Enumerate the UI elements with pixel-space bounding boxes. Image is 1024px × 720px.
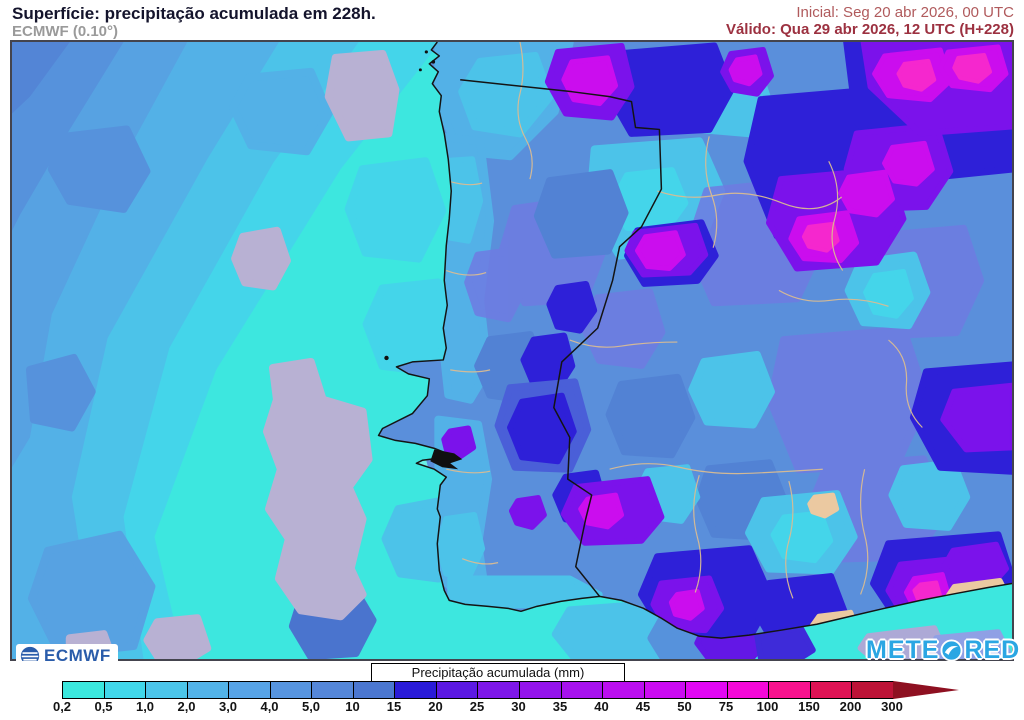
legend-segment	[353, 682, 396, 698]
legend-segment	[146, 682, 188, 698]
legend: Precipitação acumulada (mm) 0,2 0,5 1,0 2,0…	[0, 661, 1024, 720]
legend-tick-label: 100	[756, 699, 779, 714]
estuaries-islands	[384, 50, 463, 470]
legend-title: Precipitação acumulada (mm)	[371, 663, 625, 682]
precipitation-map	[10, 40, 1014, 661]
legend-segment	[478, 682, 521, 698]
land-precip-layer	[378, 42, 1012, 639]
legend-tick-label: 45	[635, 699, 651, 714]
legend-tick-label: 0,5	[94, 699, 113, 714]
legend-segment	[603, 682, 645, 698]
legend-segment	[769, 682, 811, 698]
legend-segment	[270, 682, 313, 698]
legend-tick-label: 3,0	[218, 699, 238, 714]
precipitation-map-svg	[12, 42, 1012, 659]
legend-tick-label: 200	[839, 699, 862, 714]
init-time-label: Inicial: Seg 20 abr 2026, 00 UTC	[796, 4, 1014, 21]
legend-tick-label: 2,0	[177, 699, 196, 714]
legend-tick-label: 300	[881, 699, 903, 714]
legend-tick-label: 15	[386, 699, 402, 714]
legend-tick-label: 40	[594, 699, 609, 714]
legend-segment	[436, 682, 479, 698]
legend-tick-label: 5,0	[301, 699, 321, 714]
legend-segment	[395, 682, 437, 698]
meteored-logo[interactable]: METE RED	[866, 636, 1020, 665]
legend-segment	[810, 682, 853, 698]
legend-segment	[187, 682, 230, 698]
page-title: Superfície: precipitação acumulada em 22…	[12, 4, 376, 23]
province-borders	[446, 42, 923, 599]
model-subtitle: ECMWF (0.10°)	[12, 23, 119, 40]
legend-color-bar	[62, 681, 894, 699]
legend-segment	[686, 682, 728, 698]
legend-tick-label: 30	[511, 699, 526, 714]
legend-tick-label: 25	[469, 699, 485, 714]
legend-tick-label: 4,0	[260, 699, 279, 714]
legend-segment	[520, 682, 562, 698]
legend-segment	[727, 682, 770, 698]
legend-tick-label: 20	[428, 699, 443, 714]
legend-tick-label: 50	[677, 699, 692, 714]
legend-segment	[852, 682, 893, 698]
ecmwf-logo-text: ECMWF	[44, 646, 111, 665]
legend-tick-labels: 0,2 0,5 1,0 2,0 3,0 4,0 5,0 10 15 20 25 30 35 40 45 50 7…	[53, 699, 982, 715]
legend-tick-label: 0,2	[52, 699, 72, 714]
legend-segment	[63, 682, 105, 698]
legend-tick-label: 1,0	[135, 699, 155, 714]
legend-segment	[229, 682, 271, 698]
ecmwf-globe-icon	[20, 646, 40, 666]
legend-segment	[644, 682, 687, 698]
country-border	[460, 79, 663, 597]
meteored-logo-text-right: RED	[964, 636, 1021, 664]
legend-segment	[561, 682, 604, 698]
valid-time-label: Válido: Qua 29 abr 2026, 12 UTC (H+228)	[725, 21, 1014, 38]
meteored-logo-text-left: METE	[866, 636, 940, 664]
legend-tick-label: 75	[718, 699, 734, 714]
legend-tick-label: 150	[798, 699, 820, 714]
legend-arrow	[893, 681, 959, 699]
legend-segment	[312, 682, 354, 698]
legend-tick-label: 35	[552, 699, 568, 714]
coastline	[377, 42, 1012, 639]
legend-tick-label: 10	[345, 699, 360, 714]
meteored-o-icon	[940, 639, 963, 662]
legend-segment	[104, 682, 147, 698]
